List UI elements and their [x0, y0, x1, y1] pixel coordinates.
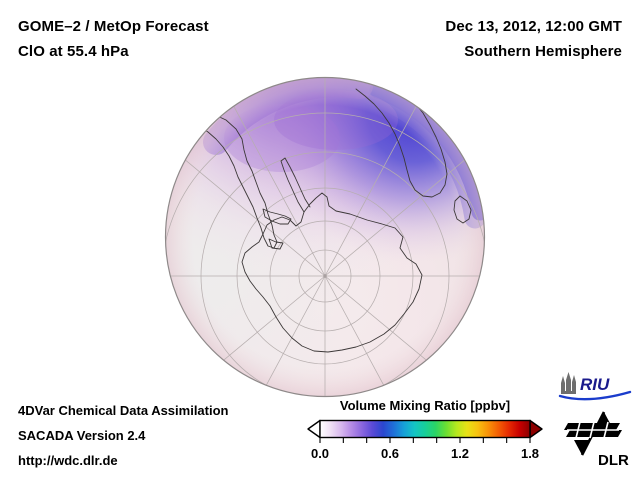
antarctica-coastline: [241, 192, 423, 353]
south-america-east-coast: [262, 208, 292, 225]
region-label: Southern Hemisphere: [464, 43, 622, 60]
africa-coastline: [355, 83, 448, 198]
colorbar-tick-label: 0.6: [380, 446, 400, 461]
version-label: SACADA Version 2.4: [18, 428, 146, 443]
tasmania-coastline: [191, 371, 207, 381]
globe-map: [164, 76, 486, 398]
riu-logo: RIU: [558, 370, 634, 404]
riu-logo-svg: RIU: [558, 372, 632, 401]
antarctic-peninsula: [280, 157, 311, 213]
valid-datetime-label: Dec 13, 2012, 12:00 GMT: [445, 18, 622, 35]
colorbar-tick-label: 1.2: [450, 446, 470, 461]
website-url-label[interactable]: http://wdc.dlr.de: [18, 453, 118, 468]
colorbar-over-cap: [529, 419, 543, 439]
colorbar-ticks: [319, 437, 531, 443]
colorbar-scale: [307, 419, 543, 443]
coastlines: [175, 83, 472, 397]
riu-swoosh: [558, 390, 632, 401]
riu-tower-icon: [561, 372, 576, 394]
tierra-del-fuego: [268, 238, 284, 250]
madagascar-coastline: [453, 195, 472, 224]
australia-coastline: [187, 378, 229, 397]
orthographic-projection-svg: [164, 76, 486, 398]
colorbar: Volume Mixing Ratio [ppbv] 0.0 0.6 1.2 1…: [300, 398, 550, 468]
dlr-mark-icon: [564, 411, 622, 456]
colorbar-tick-label: 1.8: [520, 446, 540, 461]
dlr-wordmark: DLR: [598, 452, 629, 468]
south-pole-marker: [323, 274, 327, 278]
assimilation-method-label: 4DVar Chemical Data Assimilation: [18, 403, 229, 418]
globe-outline: [164, 76, 486, 398]
dlr-logo: DLR: [560, 410, 636, 468]
colorbar-gradient: [319, 419, 531, 439]
riu-wordmark: RIU: [580, 375, 610, 394]
dlr-logo-svg: DLR: [564, 411, 629, 468]
species-level-label: ClO at 55.4 hPa: [18, 43, 129, 60]
instrument-title: GOME–2 / MetOp Forecast: [18, 18, 209, 35]
colorbar-tick-label: 0.0: [310, 446, 330, 461]
colorbar-under-cap: [307, 419, 321, 439]
colorbar-title: Volume Mixing Ratio [ppbv]: [339, 398, 511, 413]
